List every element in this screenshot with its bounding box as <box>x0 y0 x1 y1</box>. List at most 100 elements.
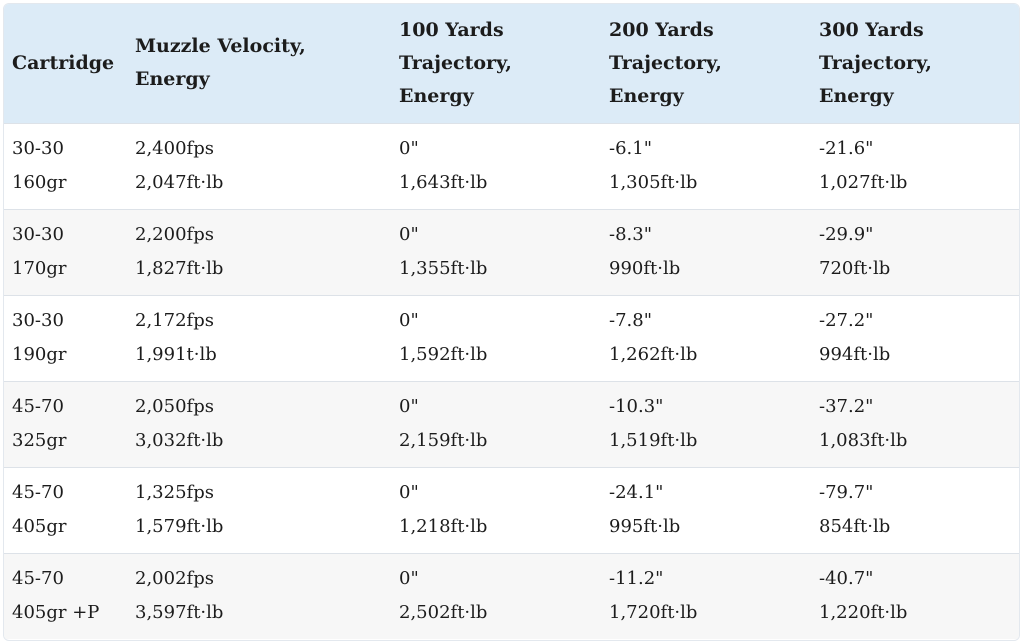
cell-line: -6.1" <box>609 138 652 159</box>
table-row: 30-30 190gr 2,172fps 1,991t·lb 0" 1,592ft·l… <box>4 295 1019 381</box>
cell-100-yards: 0" 1,592ft·lb <box>391 295 601 381</box>
cell-line: 190gr <box>12 344 67 365</box>
cell-line: 0" <box>399 310 419 331</box>
cell-line: 30-30 <box>12 310 64 331</box>
cell-line: 3,032ft·lb <box>135 430 224 451</box>
header-100-line: 100 Yards <box>399 18 504 41</box>
cell-line: 2,047ft·lb <box>135 172 224 193</box>
cell-line: 1,519ft·lb <box>609 430 698 451</box>
cell-line: -10.3" <box>609 396 664 417</box>
cell-muzzle: 1,325fps 1,579ft·lb <box>127 467 391 553</box>
cell-200-yards: -8.3" 990ft·lb <box>601 209 811 295</box>
cell-line: 1,827ft·lb <box>135 258 224 279</box>
cell-cartridge: 45-70 405gr <box>4 467 127 553</box>
cell-line: 325gr <box>12 430 67 451</box>
cell-300-yards: -40.7" 1,220ft·lb <box>811 553 1019 639</box>
table-row: 45-70 405gr +P 2,002fps 3,597ft·lb 0" 2,502… <box>4 553 1019 639</box>
cell-line: 45-70 <box>12 568 64 590</box>
header-muzzle-line: Energy <box>135 68 210 91</box>
cell-line: 2,050fps <box>135 396 214 417</box>
cell-line: 1,355ft·lb <box>399 258 488 279</box>
header-200-line: Energy <box>609 84 684 107</box>
header-300-yards: 300 Yards Trajectory, Energy <box>811 4 1019 123</box>
cell-line: 2,502ft·lb <box>399 602 488 624</box>
header-muzzle-line: Muzzle Velocity, <box>135 35 306 58</box>
cell-muzzle: 2,400fps 2,047ft·lb <box>127 123 391 209</box>
cell-cartridge: 30-30 190gr <box>4 295 127 381</box>
cell-line: -8.3" <box>609 224 652 245</box>
table-row: 30-30 170gr 2,200fps 1,827ft·lb 0" 1,355ft·… <box>4 209 1019 295</box>
cell-200-yards: -6.1" 1,305ft·lb <box>601 123 811 209</box>
cell-line: 45-70 <box>12 482 64 503</box>
cell-line: 995ft·lb <box>609 516 681 537</box>
cell-200-yards: -10.3" 1,519ft·lb <box>601 381 811 467</box>
cell-300-yards: -79.7" 854ft·lb <box>811 467 1019 553</box>
table-row: 45-70 405gr 1,325fps 1,579ft·lb 0" 1,218ft·… <box>4 467 1019 553</box>
cell-line: -21.6" <box>819 138 874 159</box>
cell-line: 1,579ft·lb <box>135 516 224 537</box>
cell-100-yards: 0" 2,502ft·lb <box>391 553 601 639</box>
cell-line: -79.7" <box>819 482 874 503</box>
cell-line: 160gr <box>12 172 67 193</box>
table-row: 30-30 160gr 2,400fps 2,047ft·lb 0" 1,643ft·… <box>4 123 1019 209</box>
cell-cartridge: 30-30 160gr <box>4 123 127 209</box>
cell-muzzle: 2,050fps 3,032ft·lb <box>127 381 391 467</box>
header-row: Cartridge Muzzle Velocity, Energy 100 Ya… <box>4 4 1019 123</box>
cell-line: 170gr <box>12 258 67 279</box>
cell-line: 854ft·lb <box>819 516 891 537</box>
cell-cartridge: 30-30 170gr <box>4 209 127 295</box>
cell-line: 2,159ft·lb <box>399 430 488 451</box>
cell-line: 720ft·lb <box>819 258 891 279</box>
cell-muzzle: 2,172fps 1,991t·lb <box>127 295 391 381</box>
cell-line: 2,002fps <box>135 568 214 590</box>
cell-muzzle: 2,002fps 3,597ft·lb <box>127 553 391 639</box>
cell-line: 30-30 <box>12 224 64 245</box>
cell-line: 1,991t·lb <box>135 344 217 365</box>
ballistics-table-container: Cartridge Muzzle Velocity, Energy 100 Ya… <box>3 3 1020 641</box>
header-200-line: Trajectory, <box>609 51 722 74</box>
cell-line: 30-30 <box>12 138 64 159</box>
cell-200-yards: -7.8" 1,262ft·lb <box>601 295 811 381</box>
cell-line: -40.7" <box>819 568 874 590</box>
cell-line: 1,720ft·lb <box>609 602 698 624</box>
ballistics-table: Cartridge Muzzle Velocity, Energy 100 Ya… <box>4 4 1019 639</box>
cell-muzzle: 2,200fps 1,827ft·lb <box>127 209 391 295</box>
cell-line: 1,643ft·lb <box>399 172 488 193</box>
cell-line: 2,200fps <box>135 224 214 245</box>
cell-line: 1,218ft·lb <box>399 516 488 537</box>
cell-line: 0" <box>399 568 419 590</box>
cell-line: -27.2" <box>819 310 874 331</box>
cell-line: -24.1" <box>609 482 664 503</box>
header-100-line: Trajectory, <box>399 51 512 74</box>
cell-300-yards: -29.9" 720ft·lb <box>811 209 1019 295</box>
header-200-yards: 200 Yards Trajectory, Energy <box>601 4 811 123</box>
cell-cartridge: 45-70 405gr +P <box>4 553 127 639</box>
cell-line: -29.9" <box>819 224 874 245</box>
cell-line: -37.2" <box>819 396 874 417</box>
header-300-line: Energy <box>819 84 894 107</box>
cell-line: 45-70 <box>12 396 64 417</box>
cell-line: 1,325fps <box>135 482 214 503</box>
cell-200-yards: -24.1" 995ft·lb <box>601 467 811 553</box>
header-cartridge: Cartridge <box>4 4 127 123</box>
cell-line: 1,083ft·lb <box>819 430 908 451</box>
cell-line: 405gr +P <box>12 602 100 624</box>
cell-line: -11.2" <box>609 568 664 590</box>
cell-line: 0" <box>399 138 419 159</box>
cell-300-yards: -37.2" 1,083ft·lb <box>811 381 1019 467</box>
cell-line: 994ft·lb <box>819 344 891 365</box>
cell-line: 0" <box>399 482 419 503</box>
table-header: Cartridge Muzzle Velocity, Energy 100 Ya… <box>4 4 1019 123</box>
cell-line: 990ft·lb <box>609 258 681 279</box>
header-100-line: Energy <box>399 84 474 107</box>
cell-100-yards: 0" 1,643ft·lb <box>391 123 601 209</box>
cell-line: -7.8" <box>609 310 652 331</box>
cell-100-yards: 0" 2,159ft·lb <box>391 381 601 467</box>
cell-line: 0" <box>399 224 419 245</box>
cell-line: 3,597ft·lb <box>135 602 224 624</box>
cell-300-yards: -27.2" 994ft·lb <box>811 295 1019 381</box>
cell-200-yards: -11.2" 1,720ft·lb <box>601 553 811 639</box>
cell-300-yards: -21.6" 1,027ft·lb <box>811 123 1019 209</box>
header-muzzle: Muzzle Velocity, Energy <box>127 4 391 123</box>
cell-line: 0" <box>399 396 419 417</box>
